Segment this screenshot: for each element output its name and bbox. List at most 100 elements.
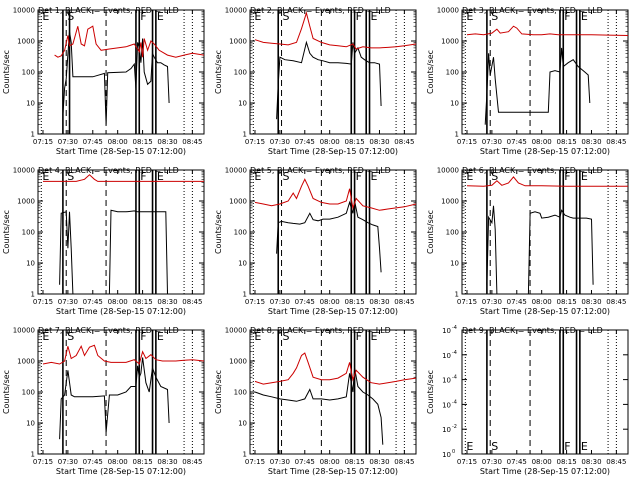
chart-panel-8: Det 8, BLACK = Events, RED = LLD Counts/s… xyxy=(214,326,417,476)
chart-panel-6: Det 6, BLACK = Events, RED = LLD Counts/s… xyxy=(426,166,629,316)
x-tick-label: 07:30 xyxy=(482,298,502,306)
event-marker-label: F xyxy=(140,330,146,343)
chart-panel-3: Det 3, BLACK = Events, RED = LLD Counts/s… xyxy=(426,6,629,156)
y-axis-label: Counts/sec xyxy=(2,210,11,254)
event-marker-label: E xyxy=(466,170,473,183)
x-tick-label: 08:45 xyxy=(606,298,626,306)
event-marker-label: E xyxy=(254,10,261,23)
x-tick-label: 08:15 xyxy=(344,138,364,146)
x-tick-label: 08:30 xyxy=(157,458,177,466)
event-marker-label: E xyxy=(42,330,49,343)
x-axis-label: Start Time (28-Sep-15 07:12:00) xyxy=(56,147,186,156)
event-marker-label: E xyxy=(254,330,261,343)
x-tick-label: 08:45 xyxy=(394,458,414,466)
series-line-lld xyxy=(54,25,205,58)
y-tick-label: 100 xyxy=(234,389,247,397)
y-tick-label: 100 xyxy=(446,229,459,237)
event-marker-label: F xyxy=(356,170,362,183)
event-marker-label: F xyxy=(356,10,362,23)
x-tick-label: 08:00 xyxy=(108,458,128,466)
plot-frame xyxy=(461,329,629,455)
series-line-lld xyxy=(42,344,205,365)
y-tick-label: 1 xyxy=(243,451,247,459)
x-tick-label: 07:15 xyxy=(457,458,477,466)
x-tick-label: 07:30 xyxy=(270,458,290,466)
chart-panel-1: Det 1, BLACK = Events, RED = LLD Counts/s… xyxy=(2,6,205,156)
event-marker-label: E xyxy=(254,170,261,183)
event-marker-label: S xyxy=(491,440,498,453)
x-tick-label: 07:15 xyxy=(245,458,265,466)
event-marker-label: S xyxy=(491,170,498,183)
y-tick-base: 10 xyxy=(442,377,451,385)
x-tick-label: 08:15 xyxy=(344,458,364,466)
y-tick-label: 1000 xyxy=(17,38,35,46)
x-axis-label: Start Time (28-Sep-15 07:12:00) xyxy=(480,467,610,476)
x-tick-label: 08:00 xyxy=(320,458,340,466)
plot-frame xyxy=(249,169,417,295)
chart-title: Det 7, BLACK = Events, RED = LLD xyxy=(38,326,179,335)
event-marker-label: S xyxy=(67,10,74,23)
chart-title: Det 4, BLACK = Events, RED = LLD xyxy=(38,166,179,175)
x-tick-label: 07:45 xyxy=(507,138,527,146)
event-marker-label: E xyxy=(371,330,378,343)
series-line-events xyxy=(484,47,591,125)
x-tick-label: 08:45 xyxy=(606,458,626,466)
x-tick-label: 07:45 xyxy=(295,298,315,306)
x-tick-label: 08:00 xyxy=(320,298,340,306)
x-axis-label: Start Time (28-Sep-15 07:12:00) xyxy=(56,307,186,316)
y-tick-label: 100 xyxy=(234,229,247,237)
x-tick-label: 08:45 xyxy=(182,458,202,466)
y-tick-exponent: -2 xyxy=(452,424,457,430)
x-tick-label: 07:30 xyxy=(58,138,78,146)
x-tick-label: 07:15 xyxy=(245,298,265,306)
y-tick-label: 100 xyxy=(234,69,247,77)
event-marker-label: S xyxy=(283,330,290,343)
y-tick-base: 10 xyxy=(442,352,451,360)
x-tick-label: 07:45 xyxy=(507,458,527,466)
x-tick-label: 08:30 xyxy=(157,298,177,306)
x-tick-label: 07:30 xyxy=(482,458,502,466)
x-axis-label: Start Time (28-Sep-15 07:12:00) xyxy=(480,147,610,156)
x-tick-label: 08:15 xyxy=(556,138,576,146)
x-tick-label: 07:45 xyxy=(83,298,103,306)
plot-frame xyxy=(249,329,417,455)
series-line-events xyxy=(59,209,168,295)
y-tick-label: 10 xyxy=(238,420,247,428)
y-tick-exponent: 0 xyxy=(452,449,455,455)
chart-panel-7: Det 7, BLACK = Events, RED = LLD Counts/s… xyxy=(2,326,205,476)
x-axis-label: Start Time (28-Sep-15 07:12:00) xyxy=(480,307,610,316)
y-tick-label: 10 xyxy=(450,260,459,268)
x-tick-label: 08:00 xyxy=(108,298,128,306)
y-tick-label: 10000 xyxy=(225,167,247,175)
chart-title: Det 2, BLACK = Events, RED = LLD xyxy=(250,6,391,15)
chart-panel-5: Det 5, BLACK = Events, RED = LLD Counts/s… xyxy=(214,166,417,316)
y-tick-label: 10 xyxy=(442,327,451,335)
y-tick-label: 10 xyxy=(26,260,35,268)
y-tick-label: 10 xyxy=(442,401,451,409)
x-tick-label: 08:45 xyxy=(606,138,626,146)
event-marker-label: E xyxy=(581,440,588,453)
y-tick-label: 1 xyxy=(455,291,459,299)
y-tick-exponent: -4 xyxy=(452,350,457,356)
x-tick-label: 07:15 xyxy=(457,138,477,146)
x-tick-label: 08:15 xyxy=(556,458,576,466)
x-tick-label: 08:45 xyxy=(182,298,202,306)
x-tick-label: 07:30 xyxy=(58,458,78,466)
y-tick-exponent: -4 xyxy=(452,399,457,405)
x-tick-label: 08:45 xyxy=(182,138,202,146)
y-tick-label: 10 xyxy=(442,352,451,360)
event-marker-label: E xyxy=(157,170,164,183)
y-axis-label: Counts/sec xyxy=(214,370,223,414)
y-tick-label: 10000 xyxy=(437,7,459,15)
event-marker-label: S xyxy=(491,10,498,23)
y-tick-label: 10 xyxy=(442,377,451,385)
series-line-lld xyxy=(466,176,628,187)
x-tick-label: 08:00 xyxy=(532,298,552,306)
chart-title: Det 1, BLACK = Events, RED = LLD xyxy=(38,6,179,15)
x-tick-label: 08:15 xyxy=(132,298,152,306)
y-tick-label: 100 xyxy=(22,69,35,77)
y-tick-label: 100 xyxy=(446,69,459,77)
y-tick-label: 10000 xyxy=(225,7,247,15)
y-tick-label: 10000 xyxy=(13,167,35,175)
